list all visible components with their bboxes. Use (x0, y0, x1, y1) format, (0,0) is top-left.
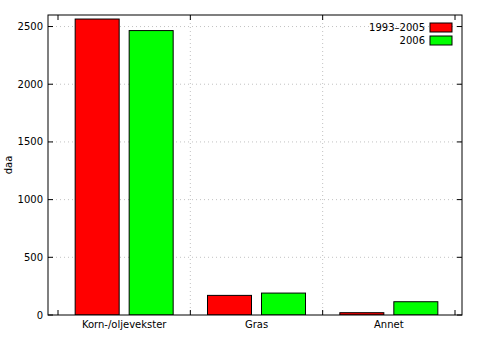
tick (58, 15, 59, 20)
tick (190, 310, 191, 315)
tick (48, 84, 53, 85)
category-label: Annet (374, 319, 404, 330)
bars (75, 19, 438, 315)
tick-label: 2000 (18, 79, 43, 90)
category-label: Gras (245, 319, 268, 330)
grid-line (322, 15, 323, 315)
category-label: Korn-/oljevekster (82, 319, 167, 330)
tick-label: 500 (24, 252, 43, 263)
tick (457, 141, 462, 142)
legend-label: 1993–2005 (369, 22, 425, 33)
tick (48, 199, 53, 200)
tick (455, 15, 456, 20)
tick (322, 15, 323, 20)
tick (190, 15, 191, 20)
legend-swatch (430, 36, 452, 45)
legend-swatch (430, 23, 452, 32)
tick (457, 84, 462, 85)
tick-label: 1500 (18, 136, 43, 147)
bar (208, 295, 252, 315)
tick (457, 199, 462, 200)
tick (48, 26, 53, 27)
tick-label: 2500 (18, 21, 43, 32)
tick-label: 0 (37, 310, 43, 321)
tick (457, 257, 462, 258)
tick (58, 310, 59, 315)
grid-line (190, 15, 191, 315)
axis-label: daa (3, 156, 14, 175)
legend-label: 2006 (400, 35, 425, 46)
tick (455, 310, 456, 315)
bar (394, 302, 438, 315)
tick (322, 310, 323, 315)
tick-label: 1000 (18, 194, 43, 205)
plot-frame (48, 15, 462, 315)
chart: 0 500 1000 1500 2000 2500 Korn-/oljevekster Gra… (0, 0, 483, 337)
bar (129, 31, 173, 315)
tick (457, 26, 462, 27)
bar (75, 19, 119, 315)
bar (262, 293, 306, 315)
tick (48, 257, 53, 258)
tick (48, 141, 53, 142)
